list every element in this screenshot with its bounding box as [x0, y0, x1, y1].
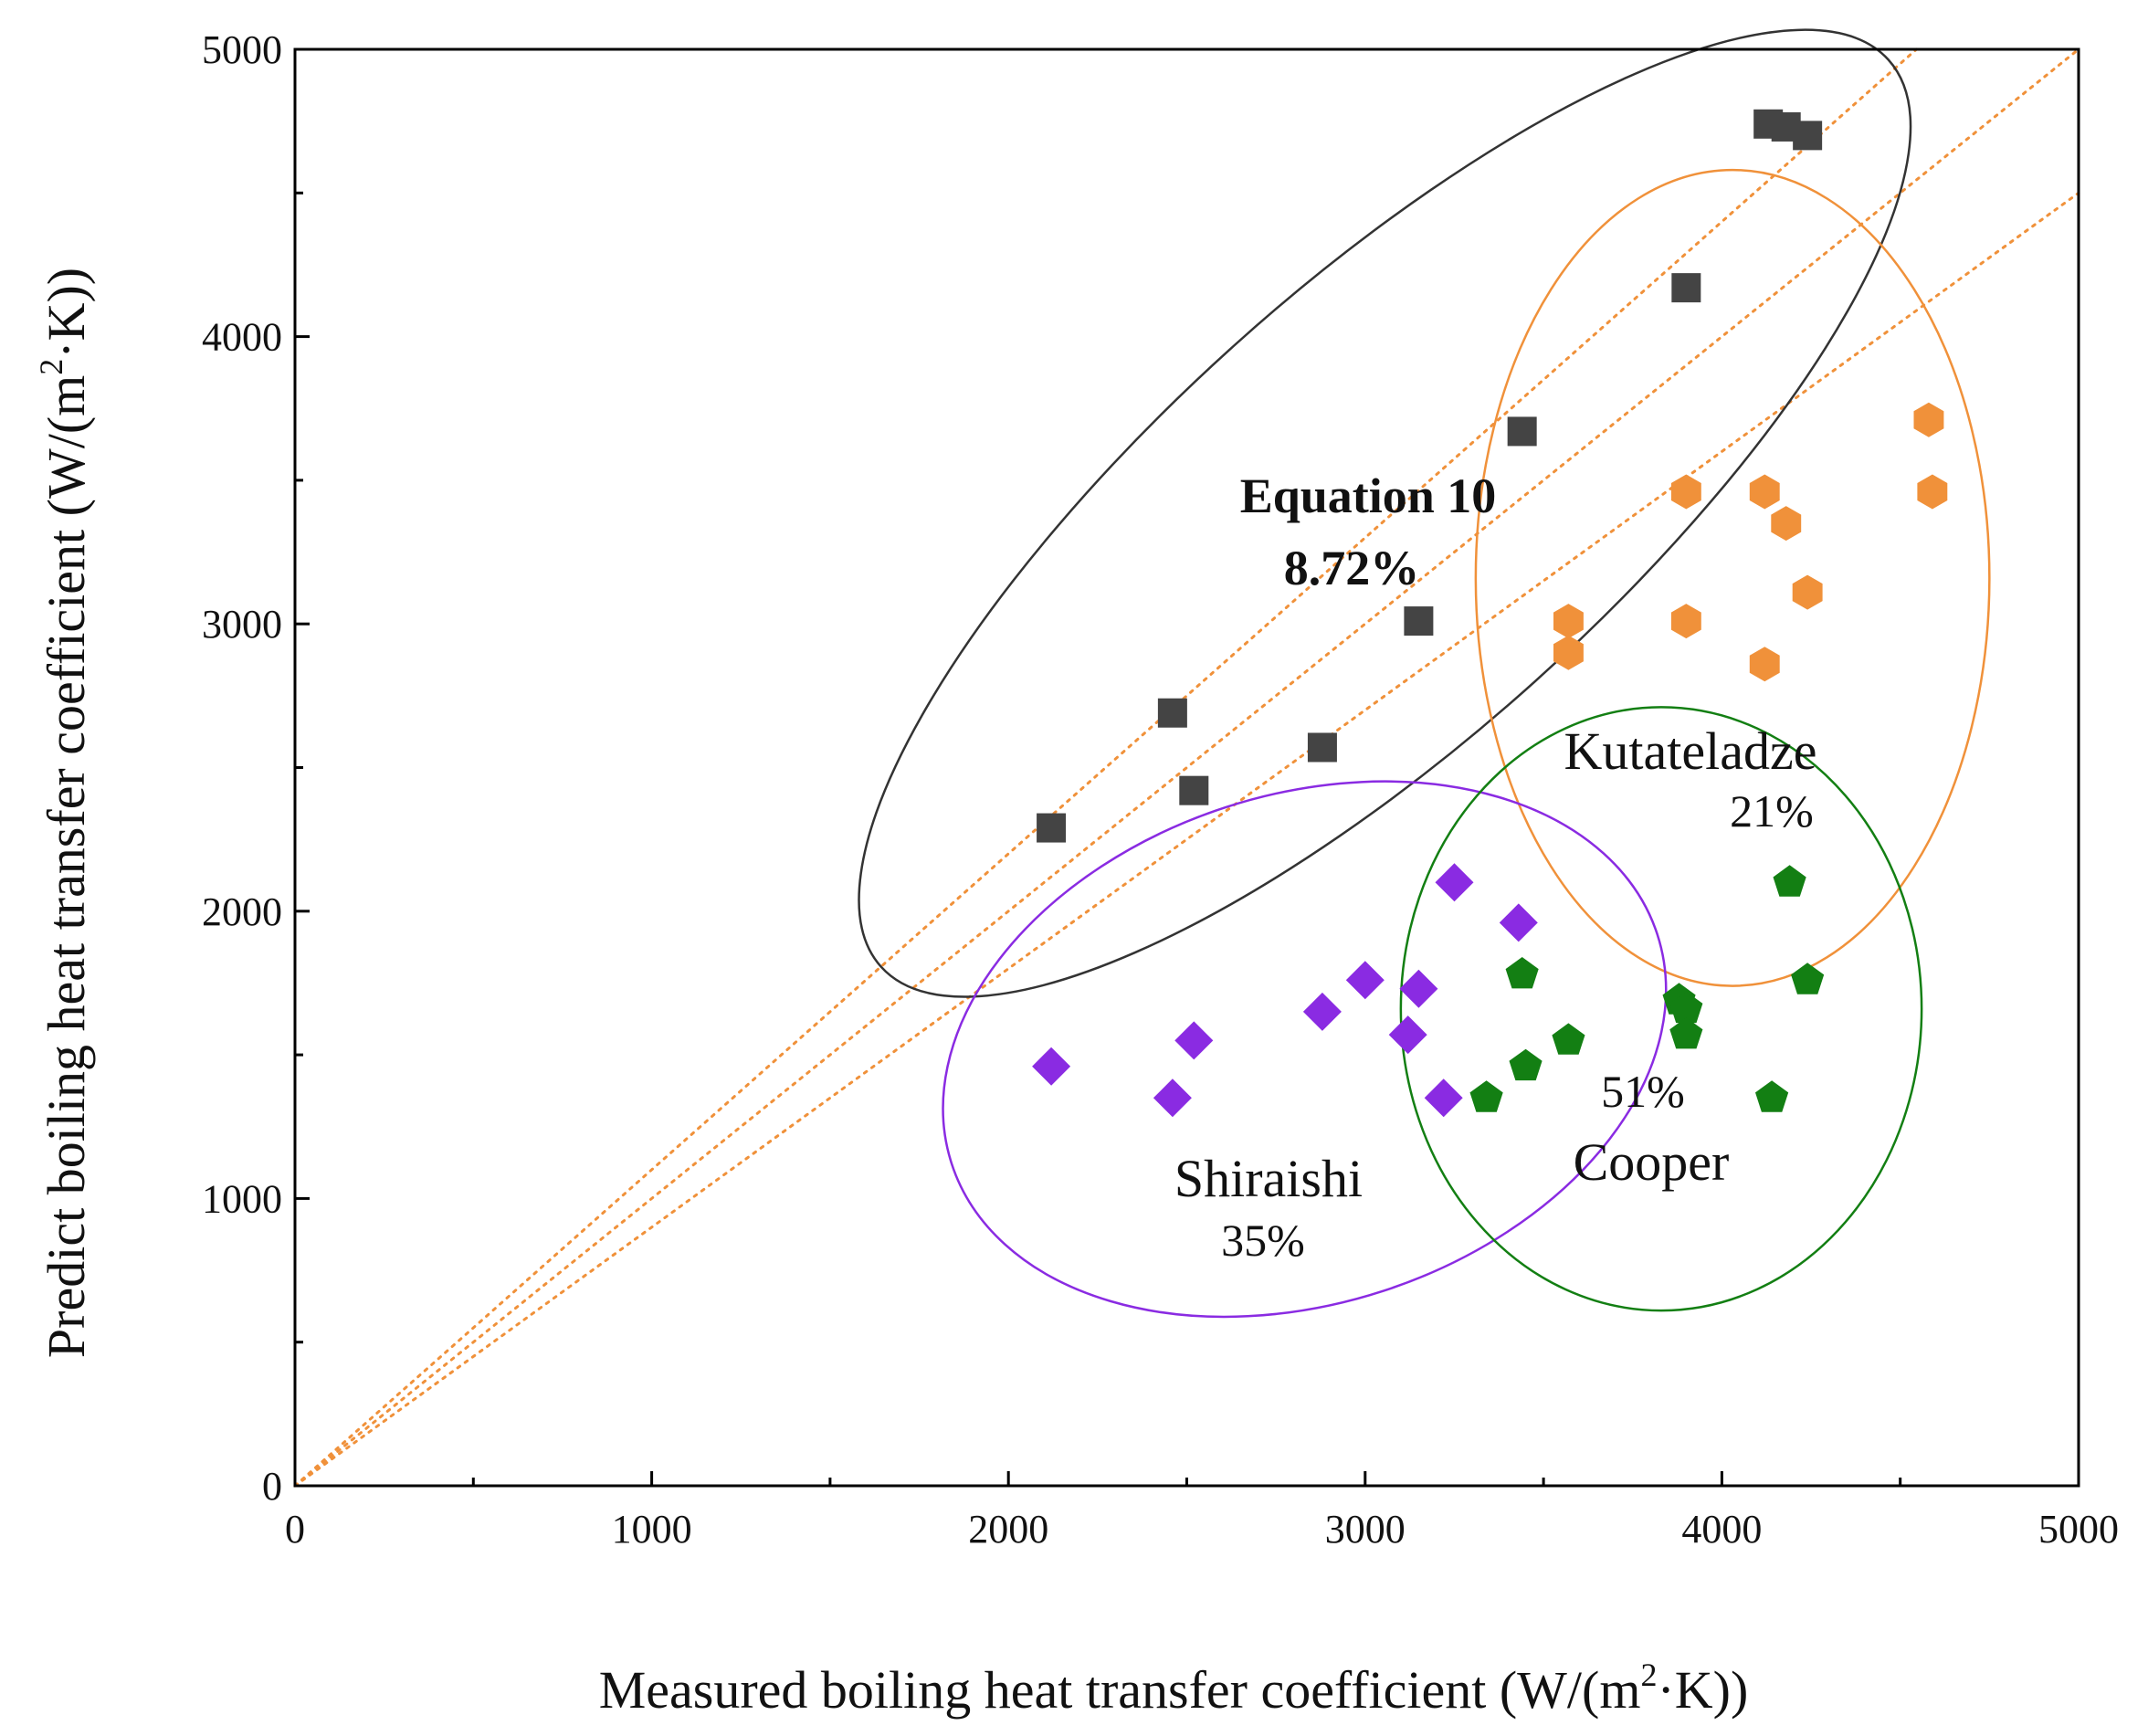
group-annotations: Equation 10 8.72% Kutateladze 21% Shirai…: [1174, 468, 1817, 1266]
shiraishi-point-10: [1499, 903, 1538, 942]
kutateladze-point-2: [1553, 604, 1584, 639]
data-markers: [1032, 109, 1948, 1118]
cooper-error: 51%: [1601, 1066, 1685, 1117]
ellipse-equation-10: [858, 28, 1912, 998]
shiraishi-point-9: [1435, 863, 1474, 902]
kutateladze-point-7: [1771, 506, 1802, 542]
cooper-point-3: [1509, 1048, 1543, 1081]
equation-error: 8.72%: [1284, 541, 1420, 595]
shiraishi-error: 35%: [1221, 1215, 1305, 1266]
x-tick-label-5000: 5000: [2038, 1507, 2119, 1552]
equation-10-point-10: [1793, 121, 1823, 151]
equation-10-point-6: [1507, 416, 1537, 447]
kutateladze-error: 21%: [1730, 785, 1814, 836]
equation-10-point-7: [1671, 273, 1701, 303]
reference-lines: [293, 47, 2080, 1488]
equation-label: Equation 10: [1240, 468, 1497, 523]
y-tick-label-1000: 1000: [202, 1176, 282, 1221]
kutateladze-point-3: [1670, 604, 1701, 639]
shiraishi-point-5: [1345, 961, 1385, 1000]
equation-10-point-3: [1179, 775, 1209, 805]
shiraishi-label: Shiraishi: [1174, 1149, 1363, 1208]
x-tick-label-0: 0: [285, 1507, 305, 1552]
kutateladze-point-4: [1670, 474, 1701, 510]
cooper-point-2: [1505, 957, 1539, 989]
cooper-point-1: [1469, 1080, 1503, 1112]
x-tick-label-1000: 1000: [612, 1507, 692, 1552]
equation-10-point-2: [1157, 698, 1187, 728]
equation-10-point-4: [1307, 732, 1337, 763]
cooper-point-10: [1791, 963, 1825, 994]
group-ellipses: [858, 28, 1991, 1319]
shiraishi-point-6: [1388, 1015, 1427, 1055]
y-tick-label-4000: 4000: [202, 315, 282, 360]
shiraishi-point-3: [1174, 1021, 1214, 1060]
kutateladze-point-5: [1749, 474, 1780, 510]
y-axis-title: Predict boiling heat transfer coefficien…: [33, 268, 96, 1358]
shiraishi-point-4: [1302, 992, 1342, 1031]
reference-line-3: [293, 191, 2080, 1488]
kutateladze-point-1: [1553, 635, 1584, 670]
y-tick-label-5000: 5000: [202, 27, 282, 72]
equation-10-point-5: [1404, 606, 1434, 637]
ellipse-shiraishi: [942, 780, 1668, 1319]
equation-10-point-1: [1037, 813, 1067, 843]
ellipse-cooper: [1399, 706, 1923, 1312]
x-tick-label-2000: 2000: [968, 1507, 1048, 1552]
x-tick-label-4000: 4000: [1681, 1507, 1762, 1552]
kutateladze-point-10: [1917, 474, 1948, 510]
shiraishi-point-2: [1153, 1078, 1192, 1118]
reference-line-2: [293, 47, 2080, 1488]
y-tick-label-2000: 2000: [202, 889, 282, 934]
shiraishi-point-8: [1424, 1078, 1463, 1118]
kutateladze-point-6: [1749, 647, 1780, 682]
cooper-point-8: [1755, 1080, 1789, 1112]
shiraishi-point-7: [1399, 969, 1438, 1008]
kutateladze-point-8: [1792, 574, 1823, 610]
x-tick-label-3000: 3000: [1325, 1507, 1406, 1552]
cooper-point-9: [1773, 865, 1806, 897]
kutateladze-label: Kutateladze: [1564, 721, 1817, 781]
cooper-label: Cooper: [1574, 1132, 1730, 1192]
cooper-point-6: [1669, 991, 1703, 1024]
kutateladze-point-9: [1913, 402, 1944, 437]
x-axis-title: Measured boiling heat transfer coefficie…: [599, 1657, 1749, 1720]
axis-ticks: 0 1000 2000 3000 4000 5000 0 1000 2000 3000 4000 50…: [202, 27, 2119, 1552]
cooper-point-4: [1552, 1023, 1585, 1055]
cooper-point-7: [1669, 1017, 1703, 1049]
ellipse-kutateladze: [1474, 168, 1991, 987]
y-tick-label-0: 0: [262, 1464, 282, 1509]
shiraishi-point-1: [1032, 1047, 1071, 1086]
y-tick-label-3000: 3000: [202, 602, 282, 647]
